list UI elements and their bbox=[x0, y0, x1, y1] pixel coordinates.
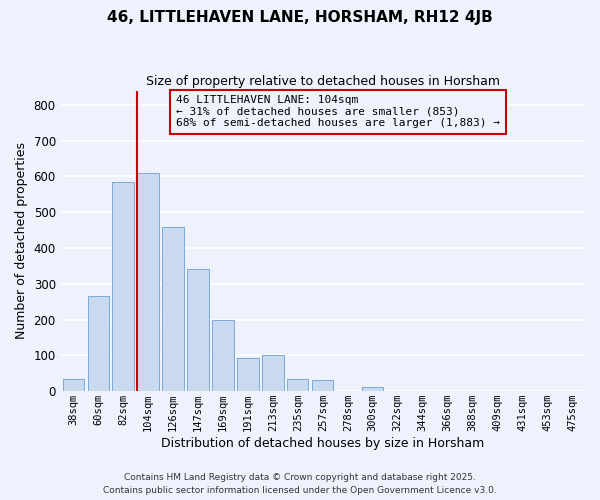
Y-axis label: Number of detached properties: Number of detached properties bbox=[15, 142, 28, 340]
Bar bbox=[212, 320, 233, 391]
Bar bbox=[362, 387, 383, 391]
Bar bbox=[238, 358, 259, 391]
Bar bbox=[137, 173, 158, 391]
Bar bbox=[163, 226, 184, 391]
Bar bbox=[187, 270, 209, 391]
Bar bbox=[287, 378, 308, 391]
Bar bbox=[112, 182, 134, 391]
Text: Contains HM Land Registry data © Crown copyright and database right 2025.
Contai: Contains HM Land Registry data © Crown c… bbox=[103, 474, 497, 495]
Title: Size of property relative to detached houses in Horsham: Size of property relative to detached ho… bbox=[146, 75, 500, 88]
X-axis label: Distribution of detached houses by size in Horsham: Distribution of detached houses by size … bbox=[161, 437, 484, 450]
Bar bbox=[88, 296, 109, 391]
Text: 46, LITTLEHAVEN LANE, HORSHAM, RH12 4JB: 46, LITTLEHAVEN LANE, HORSHAM, RH12 4JB bbox=[107, 10, 493, 25]
Text: 46 LITTLEHAVEN LANE: 104sqm
← 31% of detached houses are smaller (853)
68% of se: 46 LITTLEHAVEN LANE: 104sqm ← 31% of det… bbox=[176, 95, 500, 128]
Bar bbox=[62, 378, 84, 391]
Bar bbox=[262, 356, 284, 391]
Bar bbox=[312, 380, 334, 391]
